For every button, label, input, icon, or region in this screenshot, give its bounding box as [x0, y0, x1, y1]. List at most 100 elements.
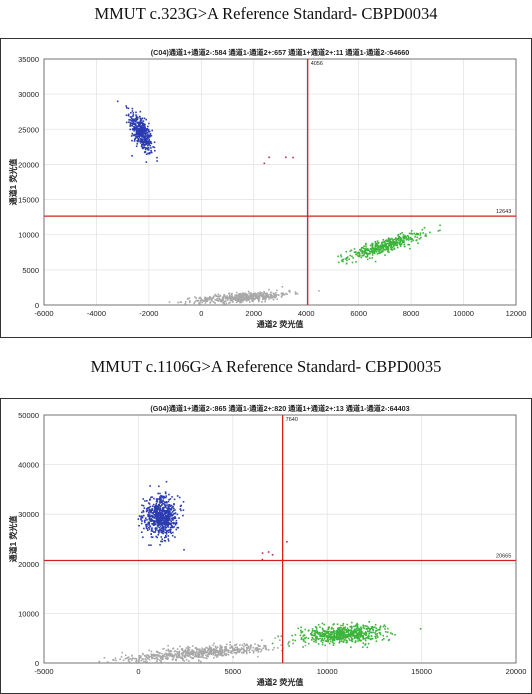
droplet-point: [399, 244, 402, 246]
droplet-point: [216, 299, 219, 301]
droplet-point: [170, 507, 173, 510]
droplet-point: [367, 636, 369, 638]
droplet-point: [224, 646, 226, 648]
droplet-point: [268, 156, 270, 159]
droplet-point: [138, 660, 140, 663]
droplet-point: [350, 646, 352, 649]
droplet-point: [175, 519, 178, 522]
droplet-point: [192, 650, 195, 652]
droplet-point: [172, 658, 175, 660]
droplet-point: [164, 655, 167, 658]
droplet-point: [165, 514, 167, 517]
y-tick-label: 5000: [22, 266, 39, 275]
droplet-point: [212, 301, 215, 303]
droplet-point: [402, 235, 404, 238]
droplet-point: [163, 516, 166, 518]
droplet-point: [171, 534, 174, 537]
droplet-point: [256, 295, 258, 297]
droplet-point: [183, 548, 185, 551]
droplet-point: [322, 628, 324, 631]
droplet-point: [187, 647, 190, 650]
droplet-point: [376, 246, 379, 249]
droplet-point: [328, 626, 330, 628]
droplet-point: [399, 245, 402, 247]
droplet-point: [253, 650, 255, 653]
droplet-point: [264, 645, 267, 647]
droplet-point: [282, 292, 285, 295]
droplet-point: [339, 631, 342, 634]
droplet-point: [129, 657, 132, 660]
droplet-point: [143, 144, 146, 147]
droplet-point: [142, 504, 145, 507]
droplet-point: [167, 510, 169, 512]
droplet-point: [146, 131, 148, 134]
droplet-point: [216, 654, 219, 656]
droplet-point: [281, 285, 284, 288]
droplet-point: [138, 515, 141, 517]
droplet-point: [325, 640, 328, 642]
droplet-point: [343, 635, 346, 638]
droplet-point: [146, 125, 149, 128]
droplet-point: [156, 651, 159, 654]
droplet-point: [357, 629, 360, 632]
droplet-point: [346, 630, 348, 632]
droplet-point: [158, 526, 161, 529]
droplet-point: [360, 250, 362, 252]
x-axis-label: 通道2 荧光值: [257, 319, 304, 329]
droplet-point: [138, 524, 140, 527]
droplet-point: [241, 294, 243, 296]
droplet-point: [358, 639, 361, 641]
droplet-point: [359, 631, 362, 634]
droplet-point: [203, 651, 206, 653]
droplet-point: [235, 299, 238, 301]
droplet-point: [388, 638, 391, 641]
droplet-point: [207, 298, 209, 301]
droplet-point: [135, 114, 137, 116]
droplet-point: [258, 648, 260, 651]
droplet-point: [288, 645, 290, 647]
droplet-point: [173, 656, 175, 658]
droplet-point: [234, 294, 237, 297]
droplet-point: [222, 654, 225, 657]
droplet-point: [225, 652, 228, 655]
droplet-point: [403, 237, 406, 240]
droplet-point: [352, 631, 354, 633]
droplet-point: [241, 301, 243, 303]
droplet-point: [162, 530, 165, 533]
droplet-point: [139, 120, 142, 122]
droplet-point: [143, 137, 146, 140]
droplet-point: [311, 631, 313, 634]
droplet-point: [174, 516, 176, 518]
droplet-point: [161, 514, 164, 517]
droplet-point: [179, 301, 182, 303]
droplet-point: [143, 507, 146, 509]
droplet-point: [171, 496, 173, 498]
droplet-point: [146, 144, 149, 147]
droplet-point: [196, 647, 198, 650]
droplet-point: [219, 644, 221, 647]
droplet-point: [158, 532, 160, 534]
droplet-point: [421, 228, 424, 231]
droplet-point: [233, 651, 236, 654]
droplet-point: [254, 294, 257, 296]
droplet-point: [247, 646, 250, 649]
droplet-point: [233, 648, 236, 650]
droplet-point: [351, 633, 354, 636]
droplet-point: [146, 500, 148, 502]
droplet-point: [339, 637, 342, 640]
droplet-point: [365, 634, 367, 637]
droplet-point: [163, 506, 165, 509]
droplet-point: [198, 656, 201, 658]
droplet-point: [380, 247, 382, 250]
droplet-point: [219, 295, 221, 298]
droplet-point: [343, 636, 346, 639]
droplet-point: [368, 250, 371, 253]
droplet-point: [271, 554, 274, 556]
droplet-point: [327, 640, 329, 643]
droplet-point: [181, 656, 184, 659]
droplet-point: [385, 239, 388, 241]
droplet-point: [387, 250, 389, 253]
droplet-point: [143, 151, 146, 154]
droplet-point: [138, 135, 141, 137]
droplet-point: [248, 292, 250, 295]
